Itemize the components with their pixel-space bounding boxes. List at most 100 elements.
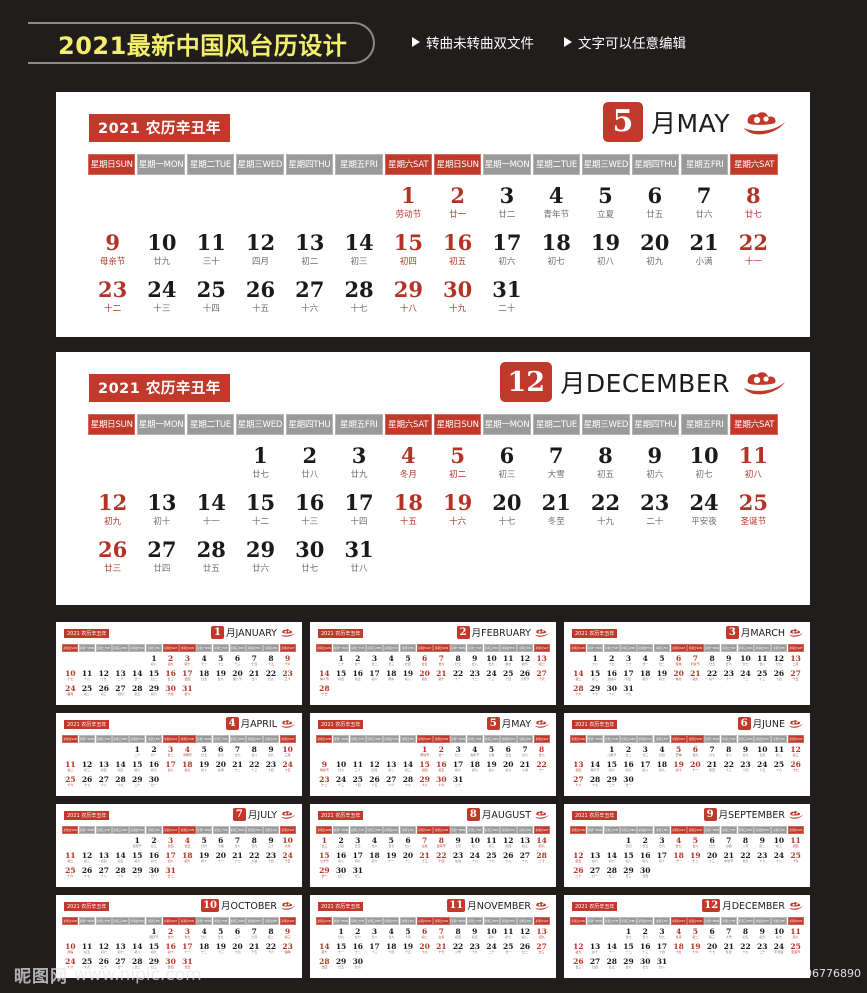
date-cell[interactable]: 9 廿九	[263, 746, 280, 760]
date-cell[interactable]: 6 廿六	[687, 746, 704, 760]
date-cell[interactable]: 13 初十	[137, 491, 186, 534]
date-cell[interactable]: 5 廿二	[654, 655, 671, 669]
date-cell[interactable]: 2 廿三	[146, 837, 163, 851]
date-cell[interactable]: 21 小满	[517, 761, 534, 775]
date-cell[interactable]: 2 廿一	[433, 184, 482, 227]
date-cell[interactable]: 14 廿一	[129, 670, 146, 684]
date-cell[interactable]: 26 二十	[95, 958, 112, 972]
date-cell[interactable]: 10 十七	[62, 670, 79, 684]
date-cell[interactable]: 24 十八	[62, 958, 79, 972]
date-cell[interactable]: 9 初六	[754, 928, 771, 942]
date-cell[interactable]: 2 初九	[162, 655, 179, 669]
date-cell[interactable]: 17 初六	[450, 761, 467, 775]
date-cell[interactable]: 27 十六	[383, 776, 400, 790]
date-cell[interactable]: 25 十六	[62, 867, 79, 881]
date-cell[interactable]: 18 十一	[670, 852, 687, 866]
date-cell[interactable]: 22 十三	[246, 761, 263, 775]
month-thumbnail-12[interactable]: 2021 农历辛丑年 12 月DECEMBER 星期日SUN 星期一MON 星期二TUE 星…	[564, 895, 810, 978]
date-cell[interactable]: 31 初八	[179, 685, 196, 699]
date-cell[interactable]: 6 廿九	[704, 837, 721, 851]
date-cell[interactable]: 10 廿七	[737, 655, 754, 669]
date-cell[interactable]: 19 初十	[670, 761, 687, 775]
date-cell[interactable]: 11 初四	[787, 837, 804, 851]
date-cell[interactable]: 20 十七	[704, 943, 721, 957]
date-cell[interactable]: 27 廿一	[112, 958, 129, 972]
date-cell[interactable]: 26 二十	[570, 867, 587, 881]
date-cell[interactable]: 11 廿八	[754, 655, 771, 669]
date-cell[interactable]: 11 除夕	[500, 655, 517, 669]
date-cell[interactable]: 5 廿七	[383, 837, 400, 851]
date-cell[interactable]: 20 初九	[630, 231, 679, 274]
date-cell[interactable]: 15 初六	[129, 761, 146, 775]
date-cell[interactable]: 28 十六	[570, 685, 587, 699]
date-cell[interactable]: 14 初五	[112, 852, 129, 866]
date-cell[interactable]: 7 廿六	[679, 184, 728, 227]
date-cell[interactable]: 22 廿九	[263, 670, 280, 684]
date-cell[interactable]: 24 十五	[279, 761, 296, 775]
date-cell[interactable]: 28 廿二	[129, 958, 146, 972]
date-cell[interactable]: 2 廿八	[637, 928, 654, 942]
date-cell[interactable]: 12 廿九	[771, 655, 788, 669]
date-cell[interactable]: 27 十六	[285, 278, 334, 321]
date-cell[interactable]: 17 十一	[179, 943, 196, 957]
date-cell[interactable]: 12 十九	[95, 670, 112, 684]
date-cell[interactable]: 25 十四	[500, 670, 517, 684]
date-cell[interactable]: 9 母亲节	[88, 231, 137, 274]
date-cell[interactable]: 3 廿五	[349, 837, 366, 851]
date-cell[interactable]: 31 廿八	[654, 958, 671, 972]
date-cell[interactable]: 5 十二	[212, 655, 229, 669]
date-cell[interactable]: 18 十四	[383, 943, 400, 957]
date-cell[interactable]: 29 廿三	[146, 958, 163, 972]
date-cell[interactable]: 24 十五	[754, 761, 771, 775]
date-cell[interactable]: 13 初四	[95, 761, 112, 775]
date-cell[interactable]: 21 十二	[229, 761, 246, 775]
date-cell[interactable]: 20 春分	[670, 670, 687, 684]
date-cell[interactable]: 27 十六	[533, 670, 550, 684]
date-cell[interactable]: 12 初八	[517, 928, 534, 942]
date-cell[interactable]: 26 十七	[79, 867, 96, 881]
date-cell[interactable]: 19 十六	[433, 491, 482, 534]
date-cell[interactable]: 4 冬月	[670, 928, 687, 942]
date-cell[interactable]: 7 廿六	[433, 655, 450, 669]
date-cell[interactable]: 9 廿六	[720, 655, 737, 669]
date-cell[interactable]: 6 初三	[482, 444, 531, 487]
date-cell[interactable]: 2 十九	[603, 655, 620, 669]
date-cell[interactable]: 1 廿六	[333, 928, 350, 942]
date-cell[interactable]: 11 初二	[62, 761, 79, 775]
date-cell[interactable]: 17 初六	[482, 231, 531, 274]
date-cell[interactable]: 18 廿五	[196, 670, 213, 684]
date-cell[interactable]: 2 廿五	[637, 837, 654, 851]
date-cell[interactable]: 8 八月	[737, 837, 754, 851]
date-cell[interactable]: 30 廿四	[162, 958, 179, 972]
date-cell[interactable]: 28 初五	[129, 685, 146, 699]
date-cell[interactable]: 25 十四	[187, 278, 236, 321]
date-cell[interactable]: 19 十五	[400, 943, 417, 957]
date-cell[interactable]: 26 廿三	[88, 538, 137, 581]
month-thumbnail-9[interactable]: 2021 农历辛丑年 9 月SEPTEMBER 星期日SUN 星期一MON 星期二TUE 星…	[564, 804, 810, 887]
date-cell[interactable]: 19 十二	[687, 852, 704, 866]
date-cell[interactable]: 3 廿八	[366, 928, 383, 942]
date-cell[interactable]: 20 初九	[500, 761, 517, 775]
date-cell[interactable]: 19 初八	[400, 670, 417, 684]
date-cell[interactable]: 4 青年节	[466, 746, 483, 760]
date-cell[interactable]: 12 四月	[236, 231, 285, 274]
month-panel-may[interactable]: 2021 农历辛丑年 5 月MAY 星期日SUN 星期一MON 星期二TUE 星期三W…	[56, 92, 810, 337]
date-cell[interactable]: 27 廿一	[587, 867, 604, 881]
date-cell[interactable]: 29 初六	[146, 685, 163, 699]
date-cell[interactable]: 28 十九	[587, 776, 604, 790]
date-cell[interactable]: 1 劳动节	[384, 184, 433, 227]
date-cell[interactable]: 8 初二	[263, 928, 280, 942]
date-cell[interactable]: 10 初七	[679, 444, 728, 487]
date-cell[interactable]: 2 廿七	[349, 928, 366, 942]
date-cell[interactable]: 26 十七	[787, 761, 804, 775]
date-cell[interactable]: 14 十一	[187, 491, 236, 534]
date-cell[interactable]: 5 初二	[433, 444, 482, 487]
date-grid-december[interactable]: 0-0-0-1廿七2廿八3廿九4冬月5初二6初三7大雪8初五9初六10初七11初…	[56, 435, 810, 581]
month-thumbnail-3[interactable]: 2021 农历辛丑年 3 月MARCH 星期日SUN 星期一MON 星期二TUE 星期三WE…	[564, 622, 810, 705]
date-cell[interactable]: 4 廿三	[383, 655, 400, 669]
date-cell[interactable]: 1 初八	[146, 655, 163, 669]
date-cell[interactable]: 12 初六	[95, 943, 112, 957]
date-cell[interactable]: 17 十四	[654, 943, 671, 957]
date-cell[interactable]: 8 廿五	[704, 655, 721, 669]
date-cell[interactable]: 20 十六	[416, 943, 433, 957]
